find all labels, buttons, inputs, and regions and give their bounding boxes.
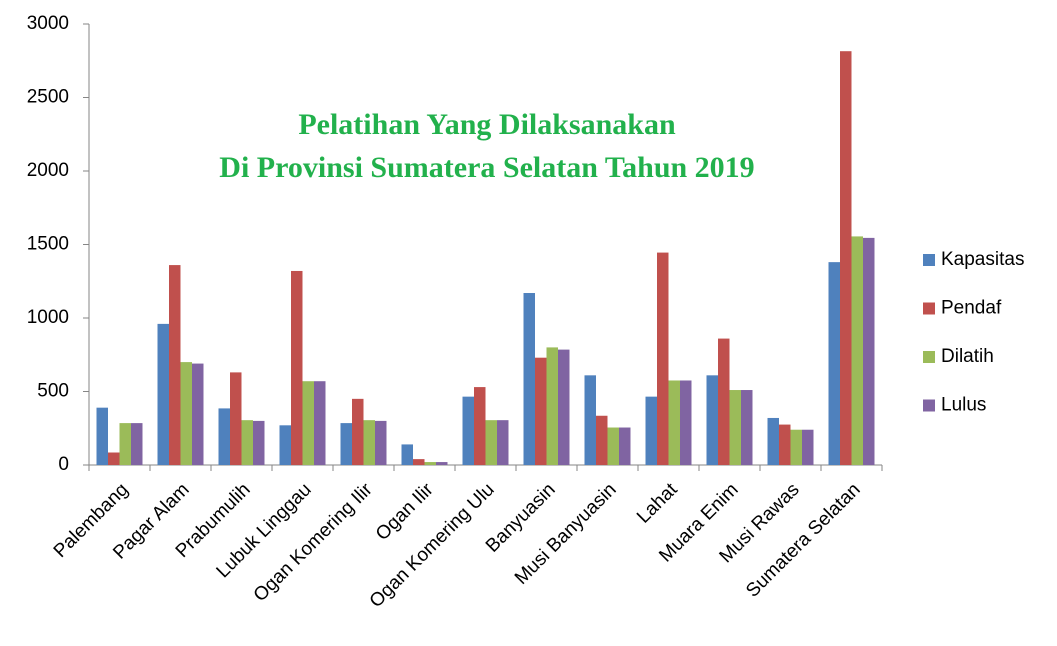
bar: [558, 349, 570, 465]
bar: [462, 396, 474, 465]
chart-title: Pelatihan Yang Dilaksanakan: [298, 108, 676, 141]
bar: [436, 462, 448, 465]
bar: [131, 423, 143, 465]
y-tick-label: 0: [58, 454, 69, 475]
bar: [680, 380, 692, 465]
bar: [314, 381, 326, 465]
bar: [302, 381, 314, 465]
bar: [767, 417, 779, 465]
x-tick-label: Sumatera Selatan: [742, 479, 864, 601]
bar: [802, 429, 814, 465]
legend-label: Kapasitas: [941, 249, 1024, 270]
y-tick-label: 500: [37, 381, 69, 402]
bar: [607, 427, 619, 465]
bar: [790, 429, 802, 465]
bar: [863, 237, 875, 465]
bar: [340, 423, 352, 465]
y-tick-label: 1000: [27, 307, 69, 328]
bar: [253, 420, 265, 465]
bar: [584, 375, 596, 465]
bar: [779, 424, 791, 465]
y-tick-label: 2500: [27, 87, 69, 108]
bar: [291, 270, 303, 465]
bar: [375, 420, 387, 465]
legend-label: Dilatih: [941, 346, 994, 367]
bar: [535, 357, 547, 465]
bar: [851, 236, 863, 465]
bar: [840, 51, 852, 465]
bar: [706, 375, 718, 465]
bar: [169, 265, 181, 465]
bar: [657, 252, 669, 465]
bar: [401, 444, 413, 465]
legend-label: Pendaf: [941, 298, 1002, 319]
bar: [729, 390, 741, 465]
legend-label: Lulus: [941, 395, 986, 416]
bar: [413, 459, 425, 465]
bar: [741, 390, 753, 465]
bar: [497, 420, 509, 465]
bar: [218, 408, 230, 465]
bar: [180, 362, 192, 465]
bar: [523, 293, 535, 465]
bar: [241, 420, 253, 465]
bar: [485, 420, 497, 465]
bar: [192, 363, 204, 465]
bar: [619, 427, 631, 465]
bar: [108, 452, 120, 465]
x-tick-label: Ogan Komering Ilir: [250, 479, 377, 606]
bar: [424, 462, 436, 465]
y-tick-label: 3000: [27, 13, 69, 34]
bar: [828, 262, 840, 465]
bar: [596, 415, 608, 465]
bar: [352, 398, 364, 465]
bar: [718, 338, 730, 465]
bar: [474, 387, 486, 465]
bar: [546, 347, 558, 465]
y-tick-label: 2000: [27, 160, 69, 181]
x-tick-label: Lahat: [633, 479, 682, 528]
y-tick-label: 1500: [27, 234, 69, 255]
bar: [119, 423, 131, 465]
bar: [96, 407, 108, 465]
bar: [363, 420, 375, 465]
bar: [279, 425, 291, 465]
legend-swatch: [923, 302, 935, 315]
legend-swatch: [923, 254, 935, 266]
bar: [668, 380, 680, 465]
chart-subtitle: Di Provinsi Sumatera Selatan Tahun 2019: [219, 151, 754, 184]
bar: [230, 372, 242, 465]
legend-swatch: [923, 351, 935, 363]
legend-swatch: [923, 399, 935, 412]
bar: [157, 323, 169, 465]
bar: [645, 396, 657, 465]
